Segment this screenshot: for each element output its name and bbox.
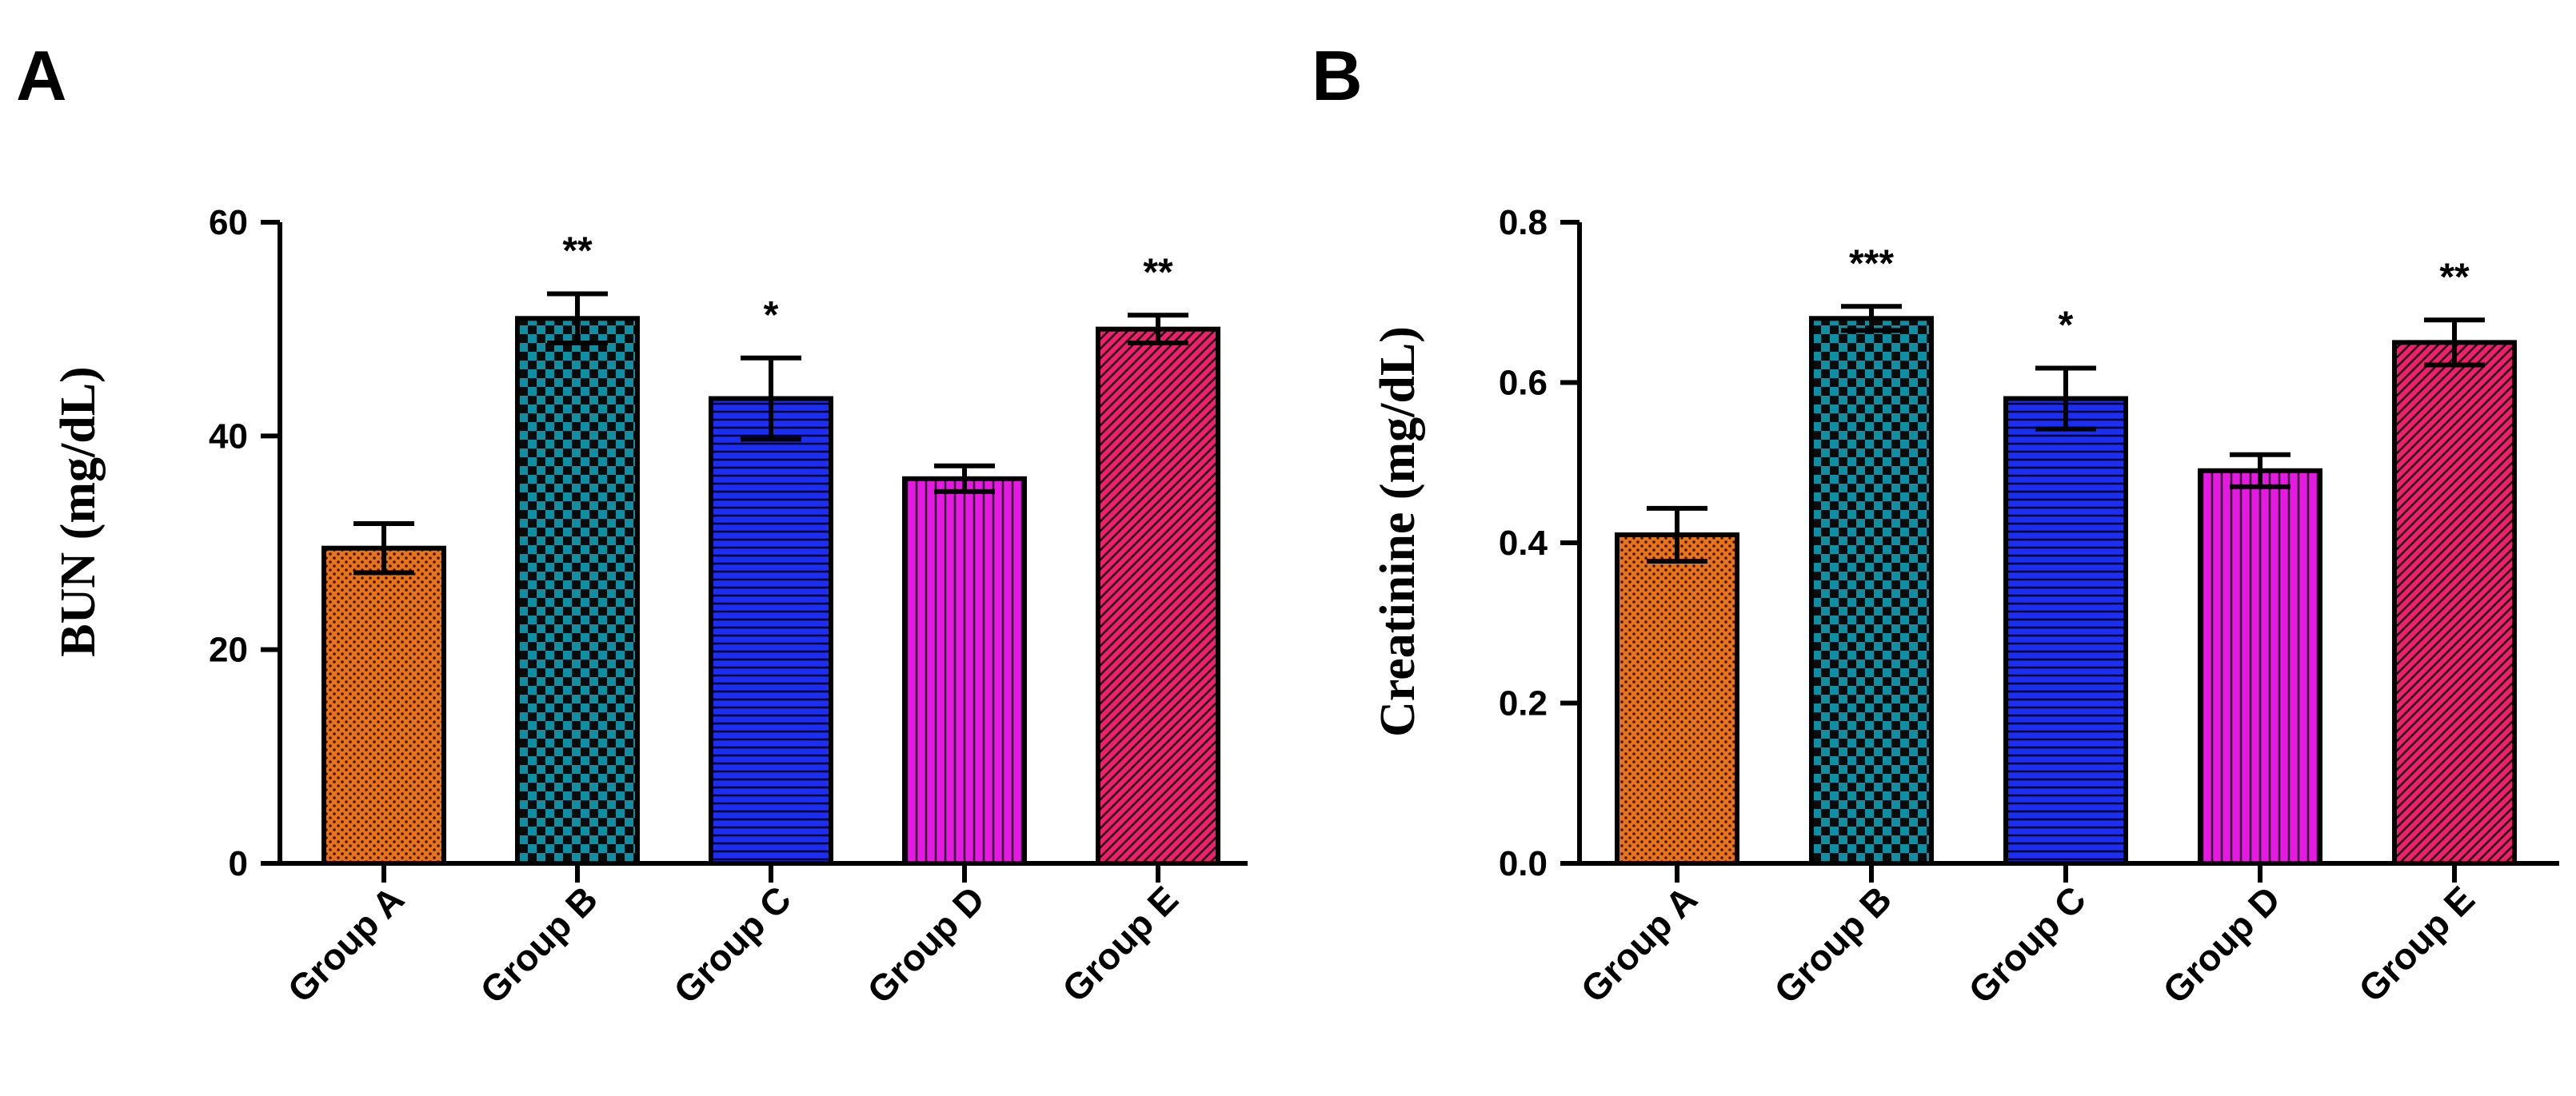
bars-layer-a: 0 20 40 60 Group A ** Group B * Group C Group D **…	[209, 203, 1248, 1011]
bar-b-5	[2392, 340, 2517, 866]
bar-b-1	[1615, 532, 1739, 866]
category-label-a: Group B	[472, 878, 605, 1011]
y-tick-label-b: 0.2	[1499, 684, 1548, 723]
bar-a-3	[709, 396, 833, 866]
y-tick-label-a: 0	[229, 844, 248, 883]
significance-label-a: **	[562, 230, 593, 273]
bar-b-4	[2198, 468, 2322, 867]
y-tick-label-b: 0.0	[1499, 844, 1548, 883]
bar-a-4	[902, 476, 1027, 866]
bar-a-1	[322, 545, 446, 867]
category-label-a: Group A	[279, 878, 412, 1010]
bar-b-3	[2003, 396, 2128, 866]
panel-a-chart: A BUN (mg/dL) 0 20 40 60 Group A ** Group B * Gr…	[16, 36, 1248, 1011]
category-label-a: Group D	[859, 878, 992, 1011]
panel-b-chart: B Creatinine (mg/dL) 0.0 0.2 0.4 0.6 0.8 Grou…	[1312, 36, 2559, 1011]
y-tick-label-a: 20	[209, 631, 248, 670]
y-tick-label-b: 0.4	[1499, 524, 1548, 563]
category-label-b: Group E	[2350, 878, 2482, 1010]
bars-layer-b: 0.0 0.2 0.4 0.6 0.8 Group A *** Group B * Group C…	[1499, 203, 2559, 1011]
significance-label-a: *	[764, 294, 779, 337]
category-label-b: Group B	[1766, 878, 1899, 1011]
category-label-b: Group D	[2155, 878, 2288, 1011]
category-label-b: Group C	[1960, 878, 2094, 1011]
panel-label-b: B	[1312, 36, 1363, 115]
bar-b-2	[1809, 316, 1934, 866]
panel-label-a: A	[16, 36, 67, 115]
y-tick-label-b: 0.8	[1499, 203, 1548, 242]
y-tick-label-a: 60	[209, 203, 248, 242]
y-axis-title-a: BUN (mg/dL)	[51, 366, 106, 656]
category-label-a: Group C	[665, 878, 799, 1011]
y-axis-title-b: Creatinine (mg/dL)	[1371, 326, 1425, 737]
bar-a-2	[515, 316, 640, 866]
significance-label-b: *	[2059, 304, 2074, 346]
significance-label-a: **	[1143, 251, 1173, 293]
bar-a-5	[1096, 326, 1220, 866]
category-label-b: Group A	[1572, 878, 1705, 1010]
y-tick-label-b: 0.6	[1499, 364, 1548, 403]
significance-label-b: **	[2439, 256, 2470, 298]
significance-label-b: ***	[1849, 242, 1894, 285]
y-tick-label-a: 40	[209, 416, 248, 456]
category-label-a: Group E	[1054, 878, 1186, 1010]
